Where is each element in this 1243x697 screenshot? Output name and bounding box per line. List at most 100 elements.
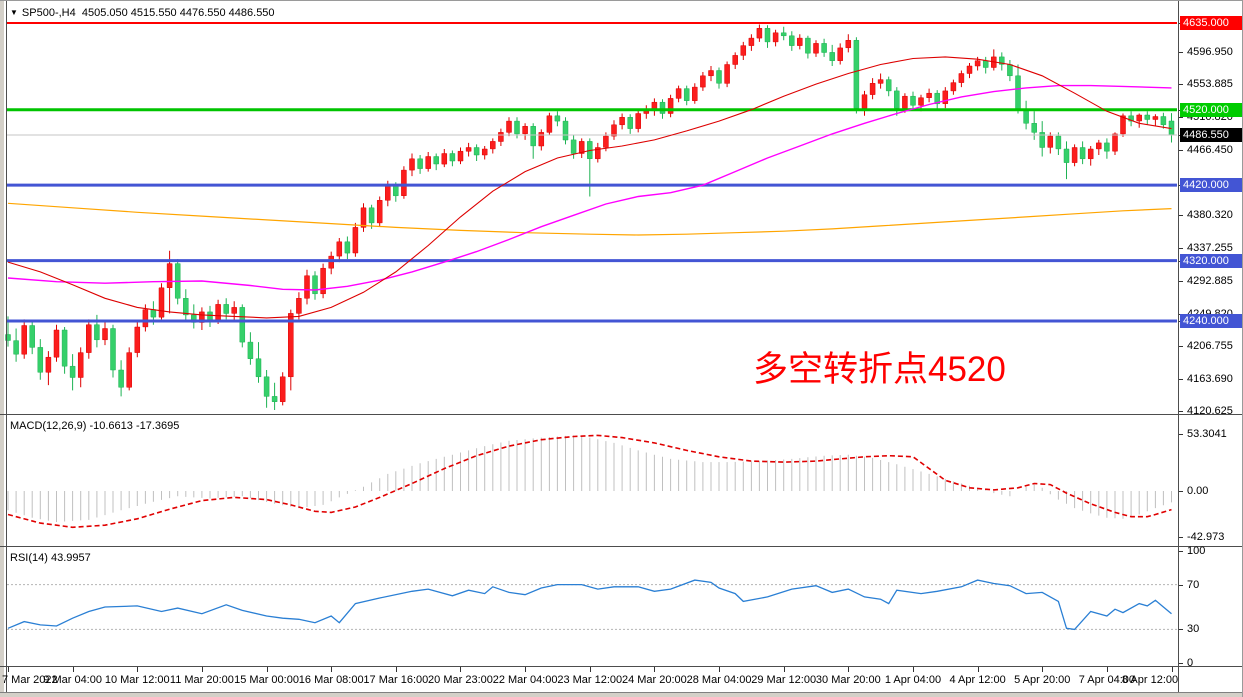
time-tick-label: 29 Mar 12:00 [751,674,817,686]
time-tick-label: 24 Mar 20:00 [621,674,687,686]
macd-histogram [7,435,1172,522]
down-candle-bodies [5,28,1175,402]
axis-tick [1179,491,1183,492]
price-level-badge: 4320.000 [1180,254,1242,268]
ohlc-values: 4505.050 4515.550 4476.550 4486.550 [81,7,275,19]
price-tick-label: 4206.755 [1187,340,1233,352]
chart-text-annotation[interactable]: 多空转折点4520 [753,350,1006,389]
ma-slow-orange-line [7,202,1172,236]
price-tick-label: 4292.885 [1187,275,1233,287]
price-tick-label: 4163.690 [1187,373,1233,385]
rsi-indicator-plot[interactable] [0,547,1243,667]
time-tick-label: 11 Mar 20:00 [169,674,234,686]
rsi-tick-label: 100 [1187,545,1206,557]
time-tick [73,667,74,672]
time-tick-label: 10 Mar 12:00 [104,674,170,686]
ma-mid-magenta-line [7,84,1172,291]
time-tick [202,667,203,672]
price-axis[interactable]: 4596.950 4553.885 4510.820 4466.450 4380.320… [1179,1,1242,692]
axis-tick [1179,551,1183,552]
time-tick [784,667,785,672]
collapse-triangle-icon[interactable]: ▼ [10,8,18,17]
main-candlestick-plot[interactable] [0,1,1243,415]
axis-tick [1179,663,1183,664]
ma-fast-red-line [7,56,1172,319]
time-tick [396,667,397,672]
price-axis-separator [1178,1,1179,692]
time-axis[interactable]: 7 Mar 2022 9 Mar 04:00 10 Mar 12:00 11 Mar … [0,667,1242,692]
time-tick-label: 16 Mar 08:00 [298,674,364,686]
axis-tick [1179,52,1183,53]
symbol-period-label: SP500-,H4 [21,7,76,19]
rsi-indicator-label: RSI(14) 43.9957 [10,552,91,564]
time-tick [719,667,720,672]
time-tick [590,667,591,672]
rsi-line [7,579,1172,631]
window-bottom-edge [0,692,1242,697]
time-tick-label: 4 Apr 12:00 [949,674,1006,686]
time-tick-label: 22 Mar 04:00 [492,674,558,686]
price-tick-label: 4596.950 [1187,46,1233,58]
main-macd-separator[interactable] [0,414,1242,415]
time-tick [1107,667,1108,672]
price-level-badge: 4635.000 [1180,16,1242,30]
rsi-tick-label: 0 [1187,657,1194,669]
price-tick-label: 4337.255 [1187,242,1233,254]
macd-rsi-separator[interactable] [0,546,1242,547]
axis-tick [1179,411,1183,412]
rsi-timeaxis-separator [0,666,1242,667]
time-tick [331,667,332,672]
macd-tick-label: 0.00 [1187,485,1209,497]
time-tick-label: 5 Apr 20:00 [1014,674,1071,686]
price-level-badge: 4240.000 [1180,314,1242,328]
window-left-frame [0,1,5,697]
axis-tick [1179,150,1183,151]
axis-tick [1179,537,1183,538]
time-tick-label: 7 Apr 04:00 [1078,674,1136,686]
time-tick [654,667,655,672]
plot-left-border [6,1,7,692]
time-tick-label: 7 Mar 2022 [2,674,58,686]
axis-tick [1179,346,1183,347]
time-tick-label: 28 Mar 04:00 [686,674,752,686]
axis-tick [1179,629,1183,630]
time-tick-label: 17 Mar 16:00 [363,674,429,686]
axis-tick [1179,117,1183,118]
axis-tick [1179,215,1183,216]
time-tick [848,667,849,672]
time-tick-label: 15 Mar 00:00 [234,674,299,686]
time-tick [525,667,526,672]
axis-tick [1179,379,1183,380]
axis-tick [1179,585,1183,586]
time-tick [460,667,461,672]
macd-indicator-plot[interactable] [0,415,1243,546]
chart-symbol-info[interactable]: ▼ SP500-,H4 4505.050 4515.550 4476.550 44… [10,7,275,19]
axis-tick [1179,281,1183,282]
macd-signal-line [7,434,1172,529]
macd-tick-label: -42.973 [1187,531,1225,543]
price-tick-label: 4120.625 [1187,405,1233,417]
price-tick-label: 4553.885 [1187,78,1233,90]
time-tick [8,667,9,672]
price-level-badge: 4520.000 [1180,103,1242,117]
time-tick [1172,667,1173,672]
rsi-tick-label: 30 [1187,623,1200,635]
time-tick-label: 9 Mar 04:00 [43,674,102,686]
time-tick-label: 30 Mar 20:00 [815,674,881,686]
price-level-badge: 4420.000 [1180,178,1242,192]
time-tick [913,667,914,672]
price-tick-label: 4466.450 [1187,144,1233,156]
axis-tick [1179,434,1183,435]
time-tick-label: 1 Apr 04:00 [884,674,942,686]
macd-indicator-label: MACD(12,26,9) -10.6613 -17.3695 [10,420,180,432]
price-level-badge: 4486.550 [1180,128,1242,142]
axis-tick [1179,248,1183,249]
rsi-tick-label: 70 [1187,579,1200,591]
time-tick [137,667,138,672]
axis-tick [1179,84,1183,85]
time-tick [978,667,979,672]
time-tick [1042,667,1043,672]
price-tick-label: 4380.320 [1187,209,1233,221]
time-tick-label: 8 Apr 12:00 [1121,674,1179,686]
